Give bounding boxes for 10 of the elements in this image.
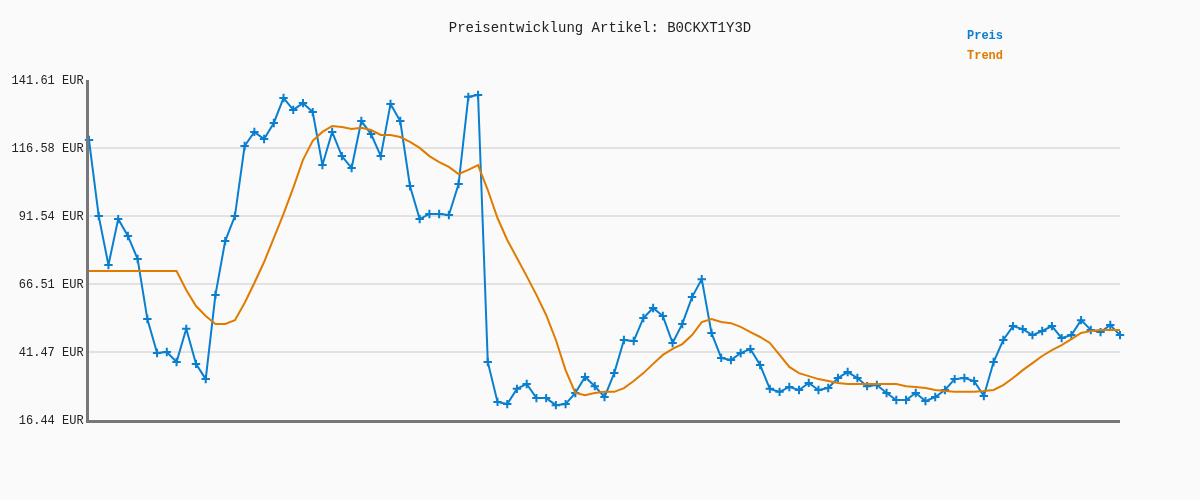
y-tick-label: 16.44 EUR [18, 414, 84, 429]
chart-title: Preisentwicklung Artikel: B0CKXT1Y3D [448, 20, 752, 37]
y-tick-label: 41.47 EUR [18, 346, 84, 361]
y-tick-label: 91.54 EUR [18, 210, 84, 225]
text: Trend [967, 49, 1004, 63]
text: Preis [967, 29, 1004, 43]
y-tick-label: 66.51 EUR [18, 278, 84, 293]
y-tick-label: 141.61 EUR [11, 74, 84, 89]
y-tick-label: 116.58 EUR [11, 142, 84, 157]
line-series [89, 124, 1120, 397]
